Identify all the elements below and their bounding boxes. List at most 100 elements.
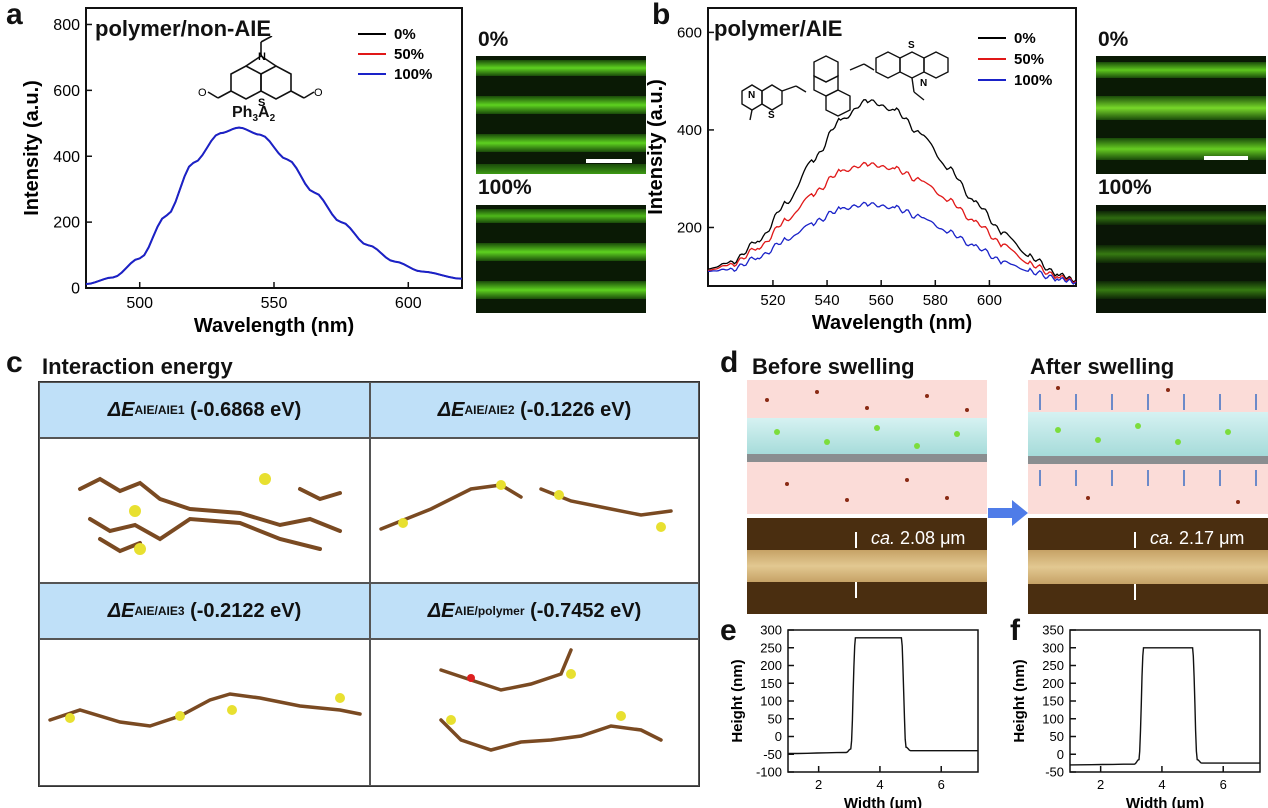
x-tick-label: 550 — [261, 295, 288, 312]
energy-header-1: ΔE AIE/AIE1 (-0.6868 eV) — [39, 382, 370, 438]
before-thickness-annotation: ca. 2.08 μm — [871, 528, 966, 548]
height-profile-line — [1069, 647, 1260, 766]
y-tick-label: 150 — [1042, 694, 1064, 709]
x-tick-label: 6 — [1220, 777, 1227, 792]
before-swelling-title: Before swelling — [752, 354, 915, 379]
panel-label-f: f — [1010, 614, 1020, 647]
molecule-aie3 — [39, 639, 370, 786]
chart-e-height-profile: 2 4 6 -100 -50 0 50 100 150 200 250 300 Width (μm) He… — [730, 623, 979, 808]
ph3a2-molecule-structure: N S O O — [198, 36, 323, 109]
series-line-50pct — [85, 126, 463, 285]
micro-a-top-image — [476, 56, 646, 174]
y-tick-label: 50 — [768, 711, 782, 726]
legend-label: 0% — [394, 26, 416, 43]
panel-c-title: Interaction energy — [42, 354, 233, 379]
micro-b-bottom-image — [1096, 205, 1266, 313]
x-tick-label: 540 — [815, 292, 840, 309]
svg-text:S: S — [768, 110, 775, 121]
panel-label-b: b — [652, 0, 671, 31]
series-line-100pct — [85, 126, 463, 285]
chart-b-spectrum: 520 540 560 580 600 200 400 600 Wavelength (nm) I… — [645, 7, 1077, 334]
x-axis-label: Wavelength (nm) — [194, 315, 354, 337]
y-tick-label: 100 — [1042, 711, 1064, 726]
y-tick-label: -100 — [756, 765, 782, 780]
chart-a-title: polymer/non-AIE — [95, 16, 272, 41]
after-swelling-title: After swelling — [1030, 354, 1175, 379]
molecule-aie-polymer — [370, 639, 699, 786]
x-tick-label: 6 — [938, 777, 945, 792]
y-tick-label: 800 — [53, 17, 80, 34]
legend-label: 0% — [1014, 30, 1036, 47]
y-tick-label: 50 — [1050, 729, 1064, 744]
x-tick-label: 520 — [760, 292, 785, 309]
legend-label: 100% — [1014, 72, 1052, 89]
x-tick-label: 2 — [1097, 777, 1104, 792]
y-tick-label: 600 — [53, 83, 80, 100]
aie-molecule-structure: N S S N — [741, 40, 949, 121]
scale-bar — [586, 159, 632, 163]
series-line-100pct — [708, 201, 1077, 285]
svg-text:S: S — [908, 40, 915, 51]
after-thickness-annotation: ca. 2.17 μm — [1150, 528, 1245, 548]
x-axis-label: Width (μm) — [844, 795, 922, 808]
y-tick-label: 100 — [760, 694, 782, 709]
series-line-50pct — [707, 161, 1077, 284]
before-swelling-illustration — [747, 380, 987, 514]
series-line-0pct — [85, 126, 463, 285]
y-tick-label: 600 — [677, 25, 702, 42]
micro-a-bottom-image — [476, 205, 646, 313]
energy-header-2: ΔE AIE/AIE2 (-0.1226 eV) — [370, 382, 699, 438]
legend-label: 50% — [394, 46, 424, 63]
y-tick-label: 0 — [775, 729, 782, 744]
y-tick-label: 400 — [677, 122, 702, 139]
chart-f-height-profile: 2 4 6 -50 0 50 100 150 200 250 300 350 Width (μm) Hei… — [1012, 623, 1261, 808]
y-tick-label: 350 — [1042, 623, 1064, 638]
x-tick-label: 4 — [1158, 777, 1165, 792]
panel-label-a: a — [6, 0, 23, 31]
x-axis-label: Width (μm) — [1126, 795, 1204, 808]
y-axis-label: Height (nm) — [1012, 659, 1028, 742]
scale-bar — [1204, 156, 1248, 160]
y-tick-label: 150 — [760, 676, 782, 691]
energy-header-4: ΔE AIE/polymer (-0.7452 eV) — [370, 583, 699, 639]
y-tick-label: 200 — [1042, 676, 1064, 691]
y-tick-label: 200 — [677, 220, 702, 237]
y-tick-label: 200 — [53, 215, 80, 232]
micro-b-top-label: 0% — [1098, 28, 1129, 51]
svg-text:N: N — [748, 90, 755, 101]
svg-text:N: N — [920, 78, 927, 89]
y-axis-label: Intensity (a.u.) — [21, 80, 43, 216]
y-tick-label: 250 — [760, 640, 782, 655]
x-tick-label: 4 — [876, 777, 883, 792]
y-axis-label: Intensity (a.u.) — [645, 79, 667, 215]
micro-a-bottom-label: 100% — [478, 176, 532, 199]
y-tick-label: -50 — [763, 747, 782, 762]
panel-label-c: c — [6, 346, 23, 379]
plot-frame — [707, 7, 1077, 287]
x-tick-label: 2 — [815, 777, 822, 792]
height-profile-line — [788, 637, 978, 755]
molecule-aie2 — [370, 438, 699, 583]
svg-text:O: O — [314, 87, 323, 99]
y-axis-label: Height (nm) — [730, 659, 746, 742]
svg-text:S: S — [258, 97, 265, 109]
swelling-arrow-icon — [988, 500, 1028, 526]
chart-b-title: polymer/AIE — [714, 16, 843, 41]
y-tick-label: 300 — [1042, 640, 1064, 655]
x-tick-label: 560 — [869, 292, 894, 309]
micro-b-top-image — [1096, 56, 1266, 174]
x-tick-label: 500 — [126, 295, 153, 312]
legend-label: 100% — [394, 66, 432, 83]
micro-a-top-label: 0% — [478, 28, 509, 51]
ph3a2-label: Ph3A2 — [232, 104, 276, 125]
svg-text:O: O — [198, 87, 207, 99]
before-afm-image: ca. 2.08 μm — [747, 518, 987, 614]
legend-label: 50% — [1014, 51, 1044, 68]
y-tick-label: 400 — [53, 149, 80, 166]
y-tick-label: 200 — [760, 658, 782, 673]
after-afm-image: ca. 2.17 μm — [1028, 518, 1268, 614]
svg-text:N: N — [258, 51, 266, 63]
x-tick-label: 600 — [977, 292, 1002, 309]
x-tick-label: 580 — [923, 292, 948, 309]
after-swelling-illustration — [1028, 380, 1268, 514]
